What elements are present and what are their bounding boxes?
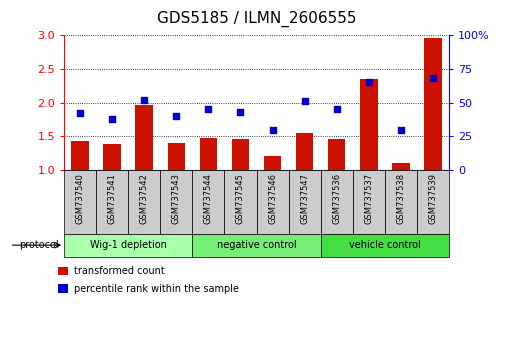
Point bbox=[365, 80, 373, 85]
Point bbox=[236, 109, 245, 115]
Text: transformed count: transformed count bbox=[74, 266, 164, 276]
Bar bbox=[96, 170, 128, 234]
Bar bbox=[417, 170, 449, 234]
Bar bbox=[225, 170, 256, 234]
Bar bbox=[321, 234, 449, 257]
Point bbox=[397, 127, 405, 132]
Bar bbox=[424, 38, 442, 170]
Bar bbox=[296, 133, 313, 170]
Text: GSM737542: GSM737542 bbox=[140, 173, 149, 224]
Point bbox=[140, 97, 148, 103]
Bar bbox=[71, 141, 89, 170]
Bar bbox=[192, 170, 225, 234]
Point bbox=[429, 76, 437, 81]
Text: GSM737544: GSM737544 bbox=[204, 173, 213, 224]
Text: GSM737537: GSM737537 bbox=[364, 173, 373, 224]
Point bbox=[108, 116, 116, 122]
Text: protocol: protocol bbox=[19, 240, 59, 250]
Point bbox=[76, 110, 84, 116]
Bar bbox=[353, 170, 385, 234]
Text: Wig-1 depletion: Wig-1 depletion bbox=[90, 240, 167, 250]
Bar bbox=[328, 139, 345, 170]
Bar bbox=[232, 139, 249, 170]
Bar bbox=[135, 105, 153, 170]
Bar bbox=[360, 79, 378, 170]
Point bbox=[172, 113, 181, 119]
Bar bbox=[192, 234, 321, 257]
Bar bbox=[58, 284, 68, 293]
Text: GSM737536: GSM737536 bbox=[332, 173, 341, 224]
Point bbox=[332, 107, 341, 112]
Point bbox=[301, 98, 309, 104]
Bar bbox=[288, 170, 321, 234]
Bar bbox=[58, 267, 68, 275]
Text: GSM737545: GSM737545 bbox=[236, 173, 245, 224]
Point bbox=[268, 127, 277, 132]
Text: GDS5185 / ILMN_2606555: GDS5185 / ILMN_2606555 bbox=[157, 10, 356, 27]
Text: negative control: negative control bbox=[216, 240, 297, 250]
Point bbox=[204, 107, 212, 112]
Bar bbox=[321, 170, 353, 234]
Bar bbox=[160, 170, 192, 234]
Text: percentile rank within the sample: percentile rank within the sample bbox=[74, 284, 239, 294]
Bar bbox=[256, 170, 288, 234]
Text: GSM737540: GSM737540 bbox=[75, 173, 85, 224]
Text: GSM737541: GSM737541 bbox=[108, 173, 117, 224]
Bar bbox=[392, 163, 409, 170]
Bar bbox=[385, 170, 417, 234]
Bar bbox=[128, 170, 160, 234]
Bar bbox=[168, 143, 185, 170]
Text: vehicle control: vehicle control bbox=[349, 240, 421, 250]
Bar bbox=[64, 234, 192, 257]
Bar bbox=[64, 170, 96, 234]
Bar bbox=[264, 156, 281, 170]
Text: GSM737546: GSM737546 bbox=[268, 173, 277, 224]
Text: GSM737543: GSM737543 bbox=[172, 173, 181, 224]
Text: GSM737547: GSM737547 bbox=[300, 173, 309, 224]
Bar bbox=[200, 138, 217, 170]
Text: GSM737538: GSM737538 bbox=[396, 173, 405, 224]
Bar bbox=[104, 144, 121, 170]
Text: GSM737539: GSM737539 bbox=[428, 173, 438, 224]
